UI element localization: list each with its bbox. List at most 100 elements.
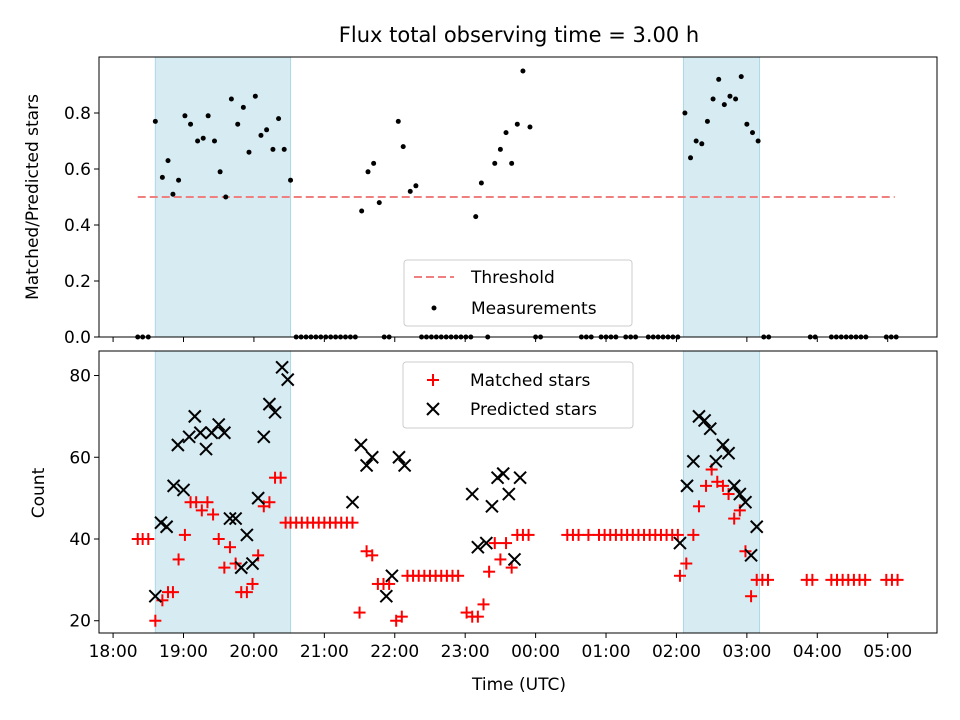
- y-tick-label: 80: [69, 367, 91, 387]
- matched-star-point: [252, 549, 265, 562]
- measurement-point: [716, 76, 722, 82]
- measurement-point: [478, 180, 484, 186]
- matched-star-point: [500, 537, 513, 550]
- measurement-point: [159, 174, 165, 180]
- measurement-point: [704, 118, 710, 124]
- predicted-star-point: [496, 466, 510, 481]
- x-tick-label: 02:00: [652, 642, 701, 662]
- predicted-star-point: [154, 515, 168, 530]
- predicted-star-point: [268, 405, 282, 420]
- measurement-point: [211, 138, 217, 144]
- measurement-point: [359, 208, 365, 214]
- measurement-point: [365, 169, 371, 175]
- measurement-point: [176, 177, 182, 183]
- predicted-star-point: [680, 479, 694, 493]
- predicted-star-point: [692, 409, 706, 424]
- predicted-star-point: [733, 487, 747, 501]
- x-tick-label: 20:00: [229, 642, 278, 662]
- matched-star-point: [452, 569, 465, 582]
- predicted-star-point: [359, 458, 374, 473]
- matched-star-point: [240, 586, 253, 599]
- bottom-axes-frame: [98, 350, 938, 634]
- matched-star-point: [223, 541, 236, 554]
- x-tick-label: 23:00: [441, 642, 490, 662]
- x-axis-label: Time (UTC): [471, 675, 566, 695]
- matched-star-point: [246, 577, 259, 590]
- predicted-star-point: [193, 426, 208, 440]
- matched-star-point: [142, 533, 155, 545]
- predicted-star-point: [727, 479, 741, 493]
- predicted-star-point: [365, 450, 379, 464]
- predicted-star-point: [275, 360, 289, 375]
- matched-star-point: [263, 496, 276, 509]
- legend-predicted-label: Predicted stars: [470, 400, 597, 420]
- bottom-panel: 20 40 60 80 18:00 19:00 20:00 21:00 22:00 23:00 0…: [29, 350, 938, 695]
- matched-star-point: [483, 565, 496, 578]
- matched-star-point: [212, 533, 225, 545]
- matched-star-point: [471, 610, 484, 623]
- predicted-star-point: [385, 569, 399, 583]
- legend-predicted-swatch: [426, 402, 440, 416]
- matched-star-point: [687, 528, 700, 541]
- measurement-point: [400, 144, 406, 150]
- measurement-point: [699, 141, 705, 147]
- measurement-point: [733, 96, 739, 102]
- matched-star-point: [806, 573, 819, 586]
- legend-measurements-label: Measurements: [471, 299, 597, 319]
- shaded-region: [154, 350, 292, 634]
- measurement-point: [195, 138, 201, 144]
- x-tick-label: 21:00: [300, 642, 349, 662]
- legend-matched-swatch: [427, 374, 439, 386]
- measurement-point: [503, 130, 509, 136]
- predicted-star-point: [182, 430, 196, 444]
- measurement-point: [182, 113, 188, 119]
- matched-star-point: [671, 528, 684, 541]
- x-tick-label: 05:00: [863, 642, 912, 662]
- predicted-star-point: [148, 589, 163, 603]
- matched-star-point: [673, 569, 686, 582]
- y-tick-label: 0.0: [64, 328, 91, 348]
- predicted-star-point: [245, 556, 260, 571]
- measurement-point: [217, 169, 223, 175]
- predicted-star-point: [354, 438, 368, 452]
- top-y-axis-label: Matched/Predicted stars: [23, 94, 43, 300]
- measurement-point: [281, 146, 287, 152]
- predicted-star-point: [228, 511, 243, 526]
- matched-star-point: [201, 496, 214, 509]
- measurement-point: [710, 96, 716, 102]
- x-tick-label: 03:00: [722, 642, 771, 662]
- measurement-point: [264, 127, 270, 133]
- matched-star-point: [494, 553, 507, 566]
- matched-star-point: [195, 504, 208, 517]
- measurement-point: [527, 124, 533, 130]
- y-tick-label: 0.6: [64, 160, 91, 180]
- predicted-star-point: [212, 417, 226, 432]
- matched-star-point: [728, 512, 741, 525]
- predicted-star-point: [199, 442, 213, 456]
- x-tick-label: 19:00: [159, 642, 208, 662]
- predicted-star-point: [171, 438, 185, 452]
- matched-star-point: [353, 606, 366, 619]
- matched-star-point: [207, 508, 220, 521]
- measurement-point: [413, 183, 419, 189]
- measurement-point: [514, 121, 520, 127]
- predicted-star-point: [217, 426, 232, 440]
- measurement-point: [744, 121, 750, 127]
- predicted-star-point: [721, 446, 736, 460]
- y-tick-label: 0.8: [64, 104, 91, 124]
- measurement-point: [152, 118, 158, 124]
- measurement-point: [749, 130, 755, 136]
- measurement-point: [165, 158, 171, 164]
- predicted-star-point: [176, 483, 191, 497]
- y-tick-label: 40: [69, 530, 91, 550]
- predicted-star-point: [345, 495, 360, 509]
- measurement-point: [755, 138, 761, 144]
- predicted-star-point: [716, 438, 730, 452]
- matched-star-point: [859, 573, 872, 586]
- predicted-star-point: [738, 495, 753, 509]
- measurement-point: [395, 118, 401, 124]
- predicted-star-point: [471, 540, 485, 554]
- predicted-star-point: [397, 458, 412, 473]
- measurement-point: [407, 188, 413, 194]
- predicted-star-point: [479, 536, 494, 550]
